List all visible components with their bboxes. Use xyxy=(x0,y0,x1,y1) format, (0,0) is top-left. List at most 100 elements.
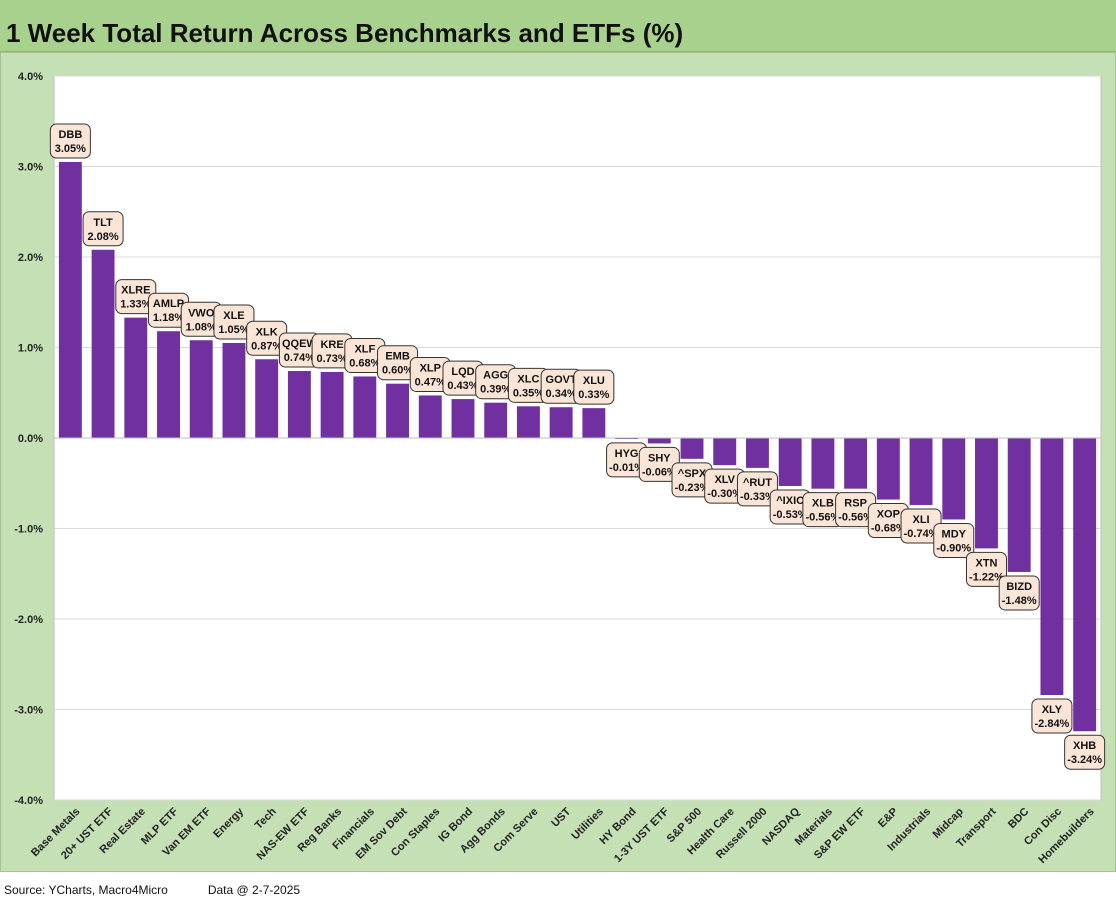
category-label: E&P xyxy=(876,806,900,830)
bar xyxy=(647,438,671,444)
y-tick-label: -2.0% xyxy=(14,614,43,626)
data-label: 0.74% xyxy=(284,352,315,364)
ticker-label: XLE xyxy=(223,310,244,322)
y-tick-label: -4.0% xyxy=(14,795,43,807)
data-label: -0.33% xyxy=(740,491,775,503)
bar xyxy=(222,342,246,438)
chart-title: 1 Week Total Return Across Benchmarks an… xyxy=(6,18,684,48)
bar xyxy=(778,438,802,486)
data-label: -1.48% xyxy=(1002,595,1037,607)
bar xyxy=(1040,438,1064,696)
category-label: Tech xyxy=(253,805,279,831)
y-tick-label: 4.0% xyxy=(18,71,43,83)
bar xyxy=(909,438,933,505)
bar xyxy=(451,399,475,438)
data-label: -0.53% xyxy=(773,509,808,521)
ticker-label: RSP xyxy=(844,498,867,510)
category-label: UST xyxy=(549,805,573,829)
bar xyxy=(287,371,311,438)
source-note: Source: YCharts, Macro4Micro xyxy=(4,883,168,897)
data-label: 1.08% xyxy=(186,321,217,333)
bar xyxy=(1073,438,1097,732)
data-label: 0.68% xyxy=(349,357,380,369)
data-label: -0.56% xyxy=(838,512,873,524)
data-label-box xyxy=(736,471,778,507)
data-label: 0.39% xyxy=(480,384,511,396)
ticker-label: SHY xyxy=(648,452,671,464)
bar xyxy=(320,371,344,438)
category-label: BDC xyxy=(1006,806,1031,831)
data-label: -0.30% xyxy=(707,488,742,500)
data-label: 2.08% xyxy=(87,231,118,243)
ticker-label: XLK xyxy=(256,326,278,338)
data-label: 0.73% xyxy=(317,353,348,365)
data-label: -0.01% xyxy=(609,462,644,474)
ticker-label: EMB xyxy=(385,351,410,363)
bar xyxy=(680,438,704,459)
ticker-label: XLU xyxy=(583,375,605,387)
data-label: -3.24% xyxy=(1067,754,1102,766)
data-label: -1.22% xyxy=(969,571,1004,583)
bar xyxy=(746,438,769,468)
ticker-label: XOP xyxy=(877,509,900,521)
ticker-label: ^RUT xyxy=(743,477,772,489)
bar xyxy=(582,408,606,438)
bar xyxy=(811,438,835,489)
ticker-label: DBB xyxy=(58,129,82,141)
data-label: -0.06% xyxy=(642,466,677,478)
data-label: 0.87% xyxy=(251,340,282,352)
bar xyxy=(876,438,900,500)
chart-frame: 4.0% 3.0% 2.0% 1.0% 0.0% -1.0% -2.0% -3.0% -4.0%… xyxy=(0,52,1116,872)
bar xyxy=(91,249,115,438)
bar xyxy=(516,406,540,438)
data-label-box xyxy=(998,575,1040,611)
ticker-label: MDY xyxy=(942,528,967,540)
data-label-box xyxy=(49,123,91,159)
data-label-box xyxy=(965,551,1007,587)
ticker-label: XLF xyxy=(354,343,375,355)
data-label-box xyxy=(1064,734,1106,770)
bar xyxy=(353,376,377,438)
ticker-label: XLC xyxy=(517,373,539,385)
ticker-label: XLP xyxy=(420,362,441,374)
y-tick-label: -3.0% xyxy=(14,705,43,717)
ticker-label: VWO xyxy=(188,307,215,319)
y-tick-label: 3.0% xyxy=(18,162,43,174)
data-label-box xyxy=(573,369,615,405)
ticker-label: XLY xyxy=(1042,704,1063,716)
data-label: -0.56% xyxy=(805,512,840,524)
bar xyxy=(386,383,409,438)
data-label: -0.74% xyxy=(904,528,939,540)
ticker-label: HYG xyxy=(615,448,639,460)
data-date: Data @ 2-7-2025 xyxy=(207,883,301,897)
bar xyxy=(484,402,508,438)
ticker-label: TLT xyxy=(93,217,113,229)
data-label: -0.68% xyxy=(871,523,906,535)
ticker-label: XHB xyxy=(1073,740,1096,752)
ticker-label: ^SPX xyxy=(678,468,707,480)
ticker-label: GOVT xyxy=(546,374,577,386)
footer: Source: YCharts, Macro4Micro Data @ 2-7-2… xyxy=(4,883,300,897)
ticker-label: AGG xyxy=(483,370,508,382)
ticker-label: QQEW xyxy=(282,338,317,350)
data-label-box xyxy=(82,211,124,247)
title-bar: 1 Week Total Return Across Benchmarks an… xyxy=(0,0,1116,52)
y-tick-label: 0.0% xyxy=(18,433,43,445)
data-label: 0.60% xyxy=(382,365,413,377)
bar xyxy=(189,340,213,438)
bar xyxy=(1007,438,1031,572)
data-label: 0.47% xyxy=(415,376,446,388)
data-label: -0.23% xyxy=(675,482,710,494)
ticker-label: XLI xyxy=(912,514,929,526)
ticker-label: BIZD xyxy=(1006,581,1032,593)
data-label: 1.33% xyxy=(120,299,151,311)
bar xyxy=(157,331,180,438)
ticker-label: XLV xyxy=(714,474,735,486)
ticker-label: ^IXIC xyxy=(776,495,804,507)
bar xyxy=(124,317,148,438)
category-label: Energy xyxy=(211,805,246,840)
ticker-label: KRE xyxy=(320,339,343,351)
bar xyxy=(942,438,966,520)
data-label-box xyxy=(1031,698,1073,734)
ticker-label: XTN xyxy=(975,557,997,569)
